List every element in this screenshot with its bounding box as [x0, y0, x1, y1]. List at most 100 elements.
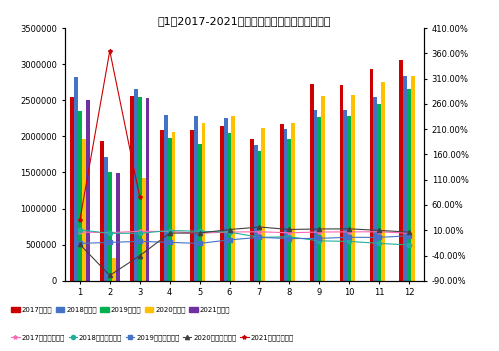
- Bar: [369, 68, 373, 281]
- Bar: [202, 122, 206, 281]
- Title: 图1：2017-2021年月度汽车销量及同比变化情况: 图1：2017-2021年月度汽车销量及同比变化情况: [158, 16, 331, 26]
- 2020年同比增长率: [376, 228, 382, 232]
- 2020年同比增长率: [197, 231, 203, 235]
- 2019年同比增长率: [256, 235, 262, 239]
- Bar: [261, 128, 265, 281]
- Bar: [82, 139, 86, 281]
- 2018年同比增长率: [406, 243, 412, 247]
- Bar: [377, 104, 381, 281]
- Bar: [172, 132, 176, 281]
- Bar: [70, 97, 74, 281]
- Bar: [343, 110, 347, 281]
- Bar: [381, 81, 385, 281]
- Bar: [190, 130, 194, 281]
- Bar: [351, 95, 355, 281]
- Bar: [321, 96, 325, 281]
- 2019年同比增长率: [227, 238, 233, 242]
- Bar: [339, 85, 343, 281]
- 2017年同比增长率: [77, 230, 83, 234]
- 2020年同比增长率: [316, 227, 322, 231]
- Bar: [142, 178, 146, 281]
- Bar: [146, 98, 149, 281]
- 2019年同比增长率: [316, 236, 322, 240]
- Bar: [291, 124, 295, 281]
- Bar: [100, 141, 104, 281]
- 2019年同比增长率: [197, 241, 203, 245]
- Bar: [160, 130, 164, 281]
- 2017年同比增长率: [316, 230, 322, 234]
- Bar: [232, 116, 236, 281]
- 2018年同比增长率: [316, 239, 322, 243]
- Bar: [373, 97, 377, 281]
- 2018年同比增长率: [346, 239, 352, 244]
- Bar: [253, 145, 257, 281]
- 2019年同比增长率: [286, 237, 292, 241]
- Bar: [309, 84, 313, 281]
- 2021年同比增长率: [77, 218, 83, 222]
- 2018年同比增长率: [77, 228, 83, 232]
- Bar: [347, 116, 351, 281]
- 2019年同比增长率: [346, 235, 352, 239]
- Bar: [317, 117, 321, 281]
- Line: 2019年同比增长率: 2019年同比增长率: [78, 234, 411, 245]
- 2018年同比增长率: [376, 241, 382, 245]
- 2020年同比增长率: [167, 231, 173, 235]
- Bar: [228, 133, 232, 281]
- Bar: [86, 100, 89, 281]
- 2018年同比增长率: [286, 235, 292, 239]
- 2020年同比增长率: [346, 227, 352, 231]
- 2018年同比增长率: [137, 231, 143, 236]
- Bar: [399, 60, 403, 281]
- 2019年同比增长率: [376, 235, 382, 239]
- Bar: [224, 118, 228, 281]
- 2017年同比增长率: [286, 231, 292, 235]
- 2017年同比增长率: [346, 230, 352, 234]
- Bar: [116, 173, 119, 281]
- Bar: [403, 77, 407, 281]
- Bar: [411, 77, 415, 281]
- Line: 2018年同比增长率: 2018年同比增长率: [78, 228, 411, 247]
- 2019年同比增长率: [137, 239, 143, 244]
- Bar: [279, 124, 283, 281]
- Bar: [250, 139, 253, 281]
- Bar: [104, 157, 108, 281]
- Bar: [220, 126, 224, 281]
- Bar: [78, 111, 82, 281]
- 2019年同比增长率: [77, 241, 83, 245]
- 2020年同比增长率: [286, 227, 292, 232]
- Bar: [168, 138, 172, 281]
- 2017年同比增长率: [227, 230, 233, 234]
- 2021年同比增长率: [107, 49, 113, 53]
- Bar: [194, 116, 198, 281]
- 2020年同比增长率: [227, 227, 233, 232]
- 2018年同比增长率: [197, 229, 203, 233]
- 2018年同比增长率: [227, 230, 233, 234]
- 2017年同比增长率: [107, 231, 113, 235]
- Bar: [74, 77, 78, 281]
- 2020年同比增长率: [406, 230, 412, 234]
- 2017年同比增长率: [167, 230, 173, 234]
- Bar: [164, 115, 168, 281]
- 2021年同比增长率: [137, 195, 143, 199]
- Bar: [138, 97, 142, 281]
- Bar: [283, 129, 287, 281]
- Line: 2020年同比增长率: 2020年同比增长率: [78, 225, 411, 278]
- 2019年同比增长率: [107, 240, 113, 245]
- 2017年同比增长率: [197, 231, 203, 236]
- 2018年同比增长率: [167, 229, 173, 233]
- Bar: [198, 144, 202, 281]
- Bar: [130, 96, 134, 281]
- Bar: [313, 110, 317, 281]
- 2019年同比增长率: [406, 234, 412, 238]
- 2018年同比增长率: [256, 235, 262, 239]
- 2020年同比增长率: [107, 273, 113, 278]
- 2020年同比增长率: [256, 225, 262, 229]
- 2018年同比增长率: [107, 231, 113, 236]
- Line: 2017年同比增长率: 2017年同比增长率: [78, 229, 411, 236]
- Bar: [257, 151, 261, 281]
- Bar: [134, 89, 138, 281]
- Legend: 2017年同比增长率, 2018年同比增长率, 2019年同比增长率, 2020年同比增长率, 2021年同比增长率: 2017年同比增长率, 2018年同比增长率, 2019年同比增长率, 2020…: [8, 332, 296, 344]
- 2017年同比增长率: [406, 231, 412, 236]
- Bar: [287, 139, 291, 281]
- Bar: [407, 89, 411, 281]
